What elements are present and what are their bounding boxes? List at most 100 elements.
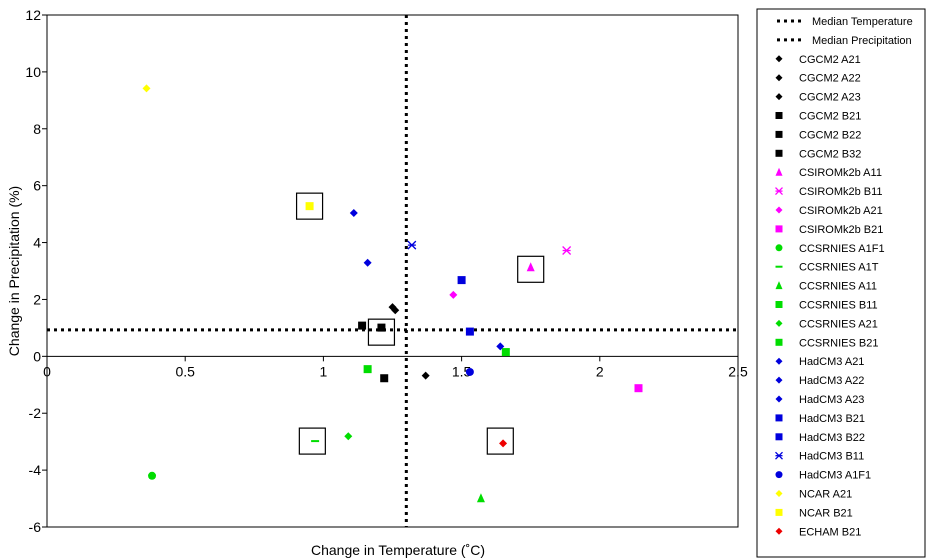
legend-label: HadCM3 A1F1	[799, 470, 871, 482]
legend-marker	[775, 93, 783, 101]
legend-label: CSIROMk2b B11	[799, 186, 883, 198]
legend-label: CCSRNIES A1T	[799, 262, 879, 274]
legend-frame	[756, 8, 926, 558]
legend-label: HadCM3 B21	[799, 413, 865, 425]
legend-label: NCAR B21	[799, 507, 853, 519]
y-tick-label: -2	[29, 405, 42, 421]
legend-label: HadCM3 A21	[799, 356, 864, 368]
legend-label: CCSRNIES A21	[799, 318, 878, 330]
legend: Median Temperature Median Precipitation CG…	[756, 8, 926, 558]
y-tick-label: 0	[33, 348, 41, 364]
legend-marker	[775, 433, 783, 441]
x-tick-label: 1	[320, 363, 328, 379]
data-point: CGCM2 A23	[421, 371, 430, 380]
legend-marker	[775, 395, 783, 403]
y-tick-label: 2	[33, 291, 41, 307]
legend-marker	[775, 206, 783, 214]
legend-label: CCSRNIES A11	[799, 281, 877, 293]
legend-marker	[775, 281, 783, 290]
data-point: NCAR B21	[305, 202, 314, 211]
legend-marker	[775, 414, 783, 422]
data-point: HadCM3 B11	[407, 240, 417, 250]
data-point: CGCM2 B32	[380, 374, 389, 383]
y-tick-label: -4	[29, 462, 42, 478]
data-point: CCSRNIES A21	[344, 432, 353, 441]
legend-label: CSIROMk2b A21	[799, 205, 883, 217]
data-point: HadCM3 A21	[349, 208, 358, 217]
legend-marker	[775, 55, 783, 63]
y-tick-label: -6	[29, 519, 42, 535]
legend-marker	[775, 187, 783, 196]
legend-marker	[775, 301, 783, 308]
legend-label: Median Precipitation	[812, 35, 912, 47]
x-tick-label: 2.5	[728, 363, 748, 379]
data-point: HadCM3 B22	[465, 327, 474, 336]
legend-label: HadCM3 B22	[799, 432, 865, 444]
data-point: HadCM3 A1F1	[465, 367, 474, 376]
legend-marker	[775, 357, 783, 365]
legend-label: CGCM2 A21	[799, 54, 861, 66]
x-tick-label: 2	[596, 363, 604, 379]
legend-label: CSIROMk2b A11	[799, 167, 882, 179]
plot-frame	[46, 14, 739, 528]
y-tick-label: 12	[25, 7, 41, 23]
legend-marker	[775, 527, 783, 535]
legend-label: CGCM2 A22	[799, 73, 861, 85]
legend-marker	[775, 130, 783, 138]
legend-label: CGCM2 B21	[799, 111, 861, 123]
x-tick-label: 1.5	[452, 363, 472, 379]
legend-label: CGCM2 B22	[799, 129, 861, 141]
data-point: ECHAM B21	[499, 439, 508, 448]
legend-marker	[775, 167, 783, 176]
legend-label: CGCM2 A23	[799, 92, 861, 104]
legend-label: CCSRNIES B21	[799, 337, 878, 349]
y-axis-title: Change in Precipitation (%)	[6, 186, 22, 356]
highlight-box	[486, 427, 514, 455]
legend-label: Median Temperature	[812, 16, 913, 28]
highlight-box	[298, 427, 326, 455]
data-point: CSIROMk2b B11	[562, 246, 572, 255]
legend-marker	[775, 338, 783, 346]
legend-label: CCSRNIES A1F1	[799, 243, 885, 255]
legend-label: HadCM3 A22	[799, 375, 864, 387]
data-point: CSIROMk2b B21	[634, 384, 643, 393]
legend-marker	[775, 149, 783, 157]
legend-label: CSIROMk2b B21	[799, 224, 883, 236]
legend-marker	[775, 112, 783, 119]
legend-marker	[775, 225, 783, 233]
data-point: CGCM2 A22	[391, 306, 400, 315]
data-point: CSIROMk2b A21	[449, 290, 458, 299]
data-point: CCSRNIES B21	[501, 348, 510, 357]
y-tick-label: 6	[33, 178, 41, 194]
data-point: CCSRNIES A11	[476, 493, 485, 503]
y-tick-label: 4	[33, 235, 41, 251]
legend-label: HadCM3 A23	[799, 394, 864, 406]
legend-marker	[775, 376, 783, 384]
highlight-box	[295, 192, 324, 220]
legend-marker	[775, 319, 783, 327]
legend-label: NCAR A21	[799, 489, 852, 501]
legend-label: CGCM2 B32	[799, 148, 861, 160]
data-point: CSIROMk2b A11	[526, 262, 535, 272]
highlight-box	[367, 318, 396, 346]
data-point: CGCM2 B21	[358, 321, 367, 330]
legend-label: ECHAM B21	[799, 526, 861, 538]
y-tick-label: 8	[33, 121, 41, 137]
data-point: HadCM3 A22	[363, 258, 372, 267]
data-point: NCAR A21	[142, 84, 151, 93]
legend-label: HadCM3 B11	[799, 451, 864, 463]
data-point: CCSRNIES B11	[363, 365, 372, 374]
data-point: HadCM3 B21	[457, 276, 466, 285]
legend-marker	[775, 451, 783, 460]
x-tick-label: 0.5	[175, 363, 195, 379]
data-point: CCSRNIES A1F1	[148, 471, 157, 480]
x-axis-title: Change in Temperature (˚C)	[311, 542, 485, 558]
data-point: HadCM3 A23	[496, 342, 505, 351]
legend-marker	[775, 471, 783, 479]
legend-label: CCSRNIES B11	[799, 300, 878, 312]
highlight-box	[517, 255, 545, 283]
legend-marker	[775, 74, 783, 82]
legend-marker	[775, 508, 783, 516]
